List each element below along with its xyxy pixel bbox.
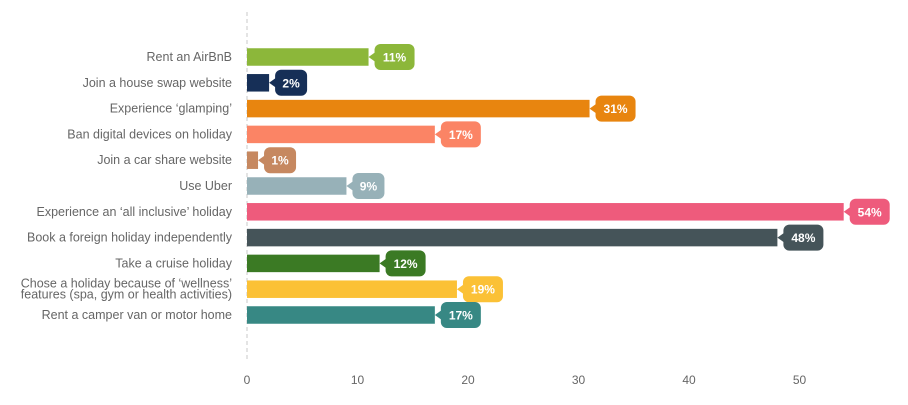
category-label: Rent an AirBnB — [147, 50, 232, 64]
bars: 11% 2% 31% 17% 1% 9% 54% 48% 12% 19% 17% — [247, 44, 890, 328]
data-label: 11% — [383, 51, 407, 65]
data-label-bubble — [595, 95, 636, 122]
category-label: Ban digital devices on holiday — [67, 127, 232, 141]
x-tick-label: 20 — [461, 373, 475, 387]
data-label: 54% — [858, 205, 882, 219]
data-label-bubble — [849, 198, 890, 225]
bar — [247, 125, 435, 144]
data-label: 9% — [360, 180, 378, 194]
data-label: 19% — [471, 283, 495, 297]
category-label: Experience an ‘all inclusive’ holiday — [37, 205, 233, 219]
bar — [247, 48, 369, 66]
category-label: Rent a camper van or motor home — [42, 308, 232, 322]
bar — [247, 280, 457, 298]
bar — [247, 306, 435, 324]
category-label: Join a house swap website — [83, 76, 232, 90]
category-label: features (spa, gym or health activities) — [21, 288, 232, 302]
bar — [247, 74, 270, 92]
category-labels: Rent an AirBnB Join a house swap website E… — [21, 50, 233, 322]
bar — [247, 99, 590, 118]
category-label: Experience ‘glamping’ — [110, 102, 232, 116]
category-label: Join a car share website — [97, 153, 232, 167]
x-tick-label: 10 — [351, 373, 365, 387]
data-label-bubble — [374, 44, 415, 70]
bar — [247, 177, 347, 195]
bar — [247, 254, 380, 273]
category-label: Book a foreign holiday independently — [27, 231, 233, 245]
data-label-pointer — [379, 258, 387, 269]
data-label-pointer — [346, 181, 354, 191]
x-axis-ticks: 0 10 20 30 40 50 — [244, 373, 807, 387]
category-label: Take a cruise holiday — [115, 256, 232, 270]
data-label: 2% — [282, 76, 300, 90]
data-label-bubble — [440, 121, 481, 148]
x-tick-label: 30 — [572, 373, 586, 387]
bar — [247, 151, 259, 169]
data-label: 1% — [271, 154, 289, 168]
data-label-bubble — [385, 250, 426, 277]
data-label-pointer — [589, 103, 597, 114]
data-label-bubble — [352, 173, 385, 199]
data-label-pointer — [777, 232, 785, 243]
x-tick-label: 40 — [682, 373, 696, 387]
data-label-bubble — [783, 224, 824, 251]
data-label: 17% — [449, 128, 473, 142]
category-label: Chose a holiday because of ‘wellness’ — [21, 277, 232, 291]
data-label-pointer — [269, 77, 277, 88]
bar — [247, 203, 844, 221]
data-label: 31% — [604, 102, 628, 116]
data-label-bubble — [264, 147, 297, 174]
category-label: Use Uber — [179, 179, 232, 193]
bar — [247, 228, 778, 247]
data-label-pointer — [368, 52, 376, 62]
data-label-pointer — [434, 129, 442, 140]
data-label-bubble — [462, 276, 503, 303]
data-label-bubble — [440, 302, 481, 328]
data-label-pointer — [456, 284, 464, 295]
x-tick-label: 0 — [244, 373, 251, 387]
x-tick-label: 50 — [793, 373, 807, 387]
data-label: 12% — [394, 257, 418, 271]
data-label-pointer — [434, 310, 442, 320]
data-label-pointer — [843, 206, 851, 217]
data-label-bubble — [275, 69, 308, 96]
data-label: 48% — [791, 231, 815, 245]
data-label: 17% — [449, 309, 473, 323]
data-label-pointer — [258, 155, 266, 166]
